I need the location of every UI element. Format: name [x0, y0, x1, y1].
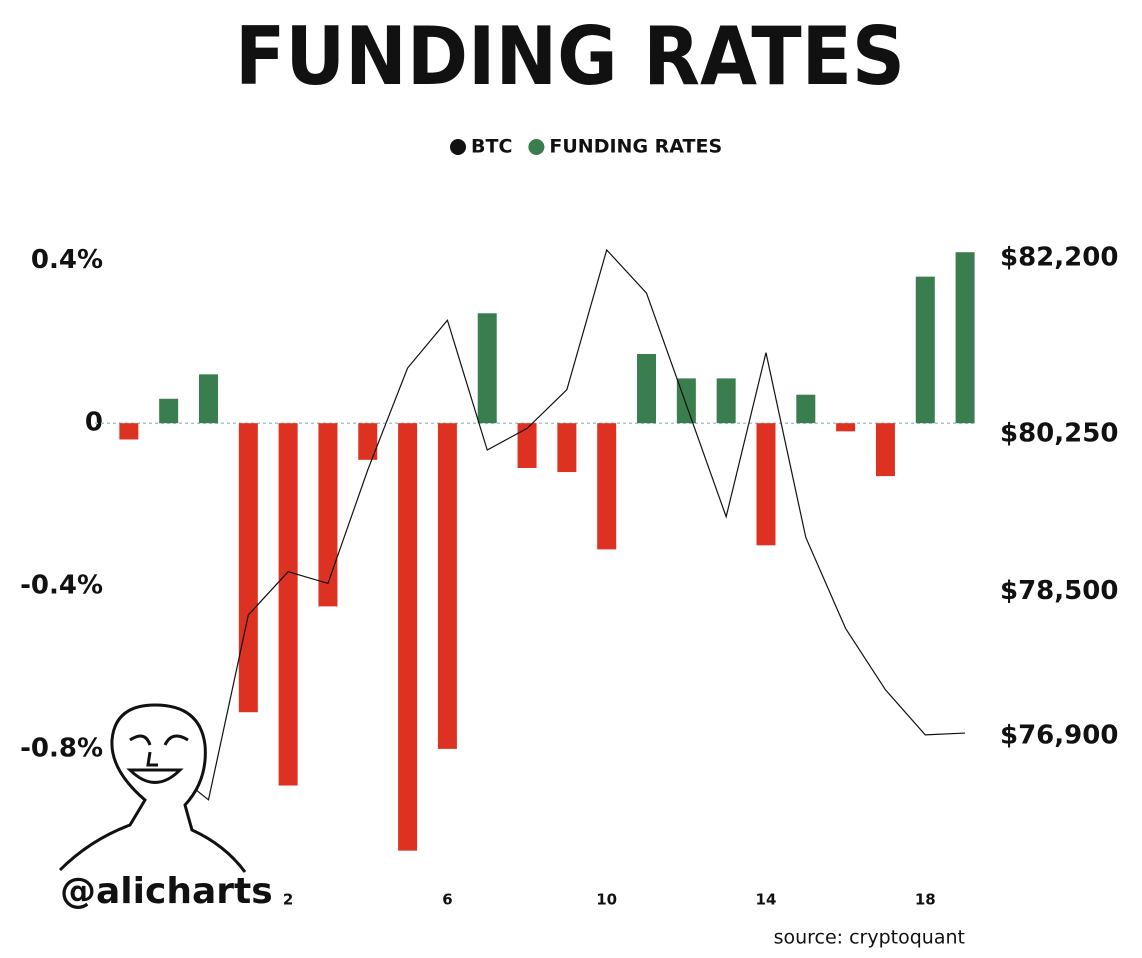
source-note: source: cryptoquant	[774, 927, 965, 949]
y2-tick-label: $80,250	[1000, 418, 1118, 448]
bar	[238, 423, 258, 713]
bar	[836, 423, 856, 432]
bar	[398, 423, 418, 851]
bar	[756, 423, 776, 546]
x-tick-label: 18	[915, 891, 936, 909]
watermark: @alicharts	[60, 871, 273, 912]
y2-tick-label: $76,900	[1000, 720, 1118, 750]
bar	[676, 378, 696, 424]
bar	[358, 423, 378, 460]
legend-swatch	[528, 139, 545, 155]
x-tick-label: 10	[596, 891, 617, 909]
y-tick-label: 0.4%	[31, 245, 103, 275]
chart-title: FUNDING RATES	[235, 10, 905, 103]
bar	[477, 313, 497, 424]
bar	[597, 423, 617, 550]
legend-swatch	[450, 139, 466, 155]
bar	[637, 353, 657, 424]
x-tick-label: 6	[442, 891, 452, 909]
bar	[955, 252, 975, 424]
bar	[318, 423, 338, 607]
y2-tick-label: $78,500	[1000, 576, 1118, 606]
x-tick-label: 2	[283, 891, 293, 909]
bar	[875, 423, 895, 477]
bar	[915, 276, 935, 424]
y-tick-label: -0.4%	[20, 571, 103, 601]
bar	[517, 423, 537, 468]
bar	[278, 423, 298, 786]
bar	[716, 378, 736, 424]
legend-label: BTC	[471, 136, 512, 158]
y-tick-label: 0	[85, 408, 103, 438]
y-tick-label: -0.8%	[20, 733, 103, 763]
plot-area: 0.4% 0 -0.4% -0.8% $82,200 $80,250 $78,500 $76,…	[20, 243, 1118, 909]
line	[128, 248, 966, 801]
legend-label: FUNDING RATES	[549, 136, 722, 158]
bar	[437, 423, 457, 749]
bar	[557, 423, 577, 473]
x-tick-label: 14	[756, 891, 777, 909]
bar	[159, 398, 179, 424]
avatar	[58, 703, 247, 873]
bar	[198, 374, 218, 424]
y2-tick-label: $82,200	[1000, 243, 1118, 273]
bar	[119, 423, 139, 440]
bar	[796, 394, 816, 424]
